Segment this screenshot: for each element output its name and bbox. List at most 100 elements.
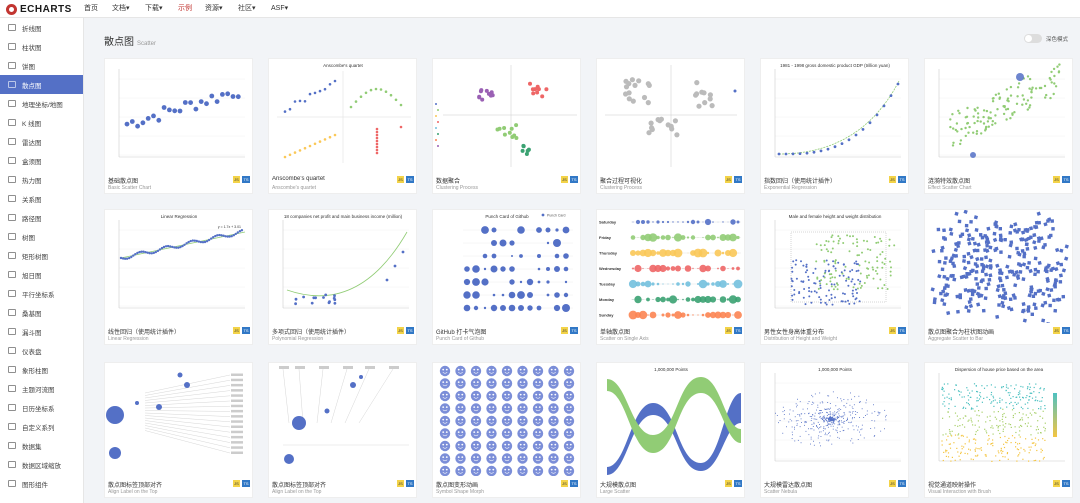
card-title[interactable]: 单轴散点图 bbox=[600, 330, 631, 336]
sidebar-item[interactable]: 图形组件 bbox=[0, 474, 83, 493]
sidebar-item[interactable]: 自定义系列 bbox=[0, 417, 83, 436]
card-title[interactable]: 大规模散点图 bbox=[600, 483, 637, 489]
sidebar-item[interactable]: 雷达图 bbox=[0, 132, 83, 151]
nav-docs[interactable]: 文档▾ bbox=[112, 5, 130, 12]
card-title[interactable]: 大规模雷达散点图 bbox=[764, 483, 813, 489]
chart-thumbnail[interactable] bbox=[433, 363, 580, 476]
chart-thumbnail[interactable]: Saturday Friday Thursday Wednesday Tuesday Mo… bbox=[597, 210, 744, 323]
chart-thumbnail[interactable]: 1,000,000 Points bbox=[761, 363, 908, 476]
nav-examples[interactable]: 示例 bbox=[178, 5, 192, 12]
chart-thumbnail[interactable]: 18 companies net profit and main busines… bbox=[269, 210, 416, 323]
ts-badge[interactable]: TS bbox=[570, 176, 578, 183]
chart-thumbnail[interactable] bbox=[105, 59, 252, 172]
card-title[interactable]: 散点图标签顶部对齐 bbox=[108, 483, 163, 489]
ts-badge[interactable]: TS bbox=[1062, 176, 1070, 183]
ts-badge[interactable]: TS bbox=[1062, 327, 1070, 334]
example-card[interactable]: 基础散点图 Basic Scatter Chart JS TS bbox=[104, 58, 253, 194]
chart-thumbnail[interactable] bbox=[433, 59, 580, 172]
js-badge[interactable]: JS bbox=[889, 327, 896, 334]
nav-resources[interactable]: 资源▾ bbox=[205, 5, 223, 12]
sidebar-item[interactable]: K 线图 bbox=[0, 113, 83, 132]
card-title[interactable]: Anscombe's quartet bbox=[272, 176, 325, 182]
js-badge[interactable]: JS bbox=[233, 327, 240, 334]
js-badge[interactable]: JS bbox=[397, 327, 404, 334]
chart-thumbnail[interactable] bbox=[925, 210, 1072, 323]
ts-badge[interactable]: TS bbox=[898, 176, 906, 183]
example-card[interactable]: 1,000,000 Points 大规模散点图 Large Scatter JS TS bbox=[596, 362, 745, 498]
sidebar-item[interactable]: 桑基图 bbox=[0, 303, 83, 322]
chart-thumbnail[interactable]: Punch Card of Github Punch Card bbox=[433, 210, 580, 323]
sidebar-item[interactable]: 树图 bbox=[0, 227, 83, 246]
nav-download[interactable]: 下载▾ bbox=[145, 5, 163, 12]
js-badge[interactable]: JS bbox=[233, 480, 240, 487]
sidebar-item[interactable]: 数据区域缩放 bbox=[0, 455, 83, 474]
ts-badge[interactable]: TS bbox=[570, 327, 578, 334]
sidebar-item[interactable]: 象形柱图 bbox=[0, 360, 83, 379]
sidebar-item[interactable]: 数据集 bbox=[0, 436, 83, 455]
js-badge[interactable]: JS bbox=[1053, 327, 1060, 334]
example-card[interactable]: Male and female height and weight distri… bbox=[760, 209, 909, 345]
js-badge[interactable]: JS bbox=[397, 480, 404, 487]
example-card[interactable]: 涟漪特效散点图 Effect Scatter Chart JS TS bbox=[924, 58, 1073, 194]
sidebar-item[interactable]: 盒须图 bbox=[0, 151, 83, 170]
ts-badge[interactable]: TS bbox=[734, 327, 742, 334]
js-badge[interactable]: JS bbox=[889, 480, 896, 487]
sidebar-item[interactable]: 关系图 bbox=[0, 189, 83, 208]
card-title[interactable]: 聚合过程可视化 bbox=[600, 179, 643, 185]
js-badge[interactable]: JS bbox=[725, 327, 732, 334]
js-badge[interactable]: JS bbox=[561, 176, 568, 183]
js-badge[interactable]: JS bbox=[889, 176, 896, 183]
card-title[interactable]: 基础散点图 bbox=[108, 179, 139, 185]
ts-badge[interactable]: TS bbox=[1062, 480, 1070, 487]
ts-badge[interactable]: TS bbox=[406, 176, 414, 183]
example-card[interactable]: 散点图标签顶部对齐 Align Label on the Top JS TS bbox=[268, 362, 417, 498]
card-title[interactable]: 数据聚合 bbox=[436, 179, 461, 185]
sidebar-item[interactable]: 热力图 bbox=[0, 170, 83, 189]
card-title[interactable]: 散点图标签顶部对齐 bbox=[272, 483, 327, 489]
card-title[interactable]: 男性女性身高体重分布 bbox=[764, 330, 825, 336]
ts-badge[interactable]: TS bbox=[734, 480, 742, 487]
chart-thumbnail[interactable] bbox=[925, 59, 1072, 172]
ts-badge[interactable]: TS bbox=[242, 327, 250, 334]
card-title[interactable]: 指数回归（使用统计插件） bbox=[764, 179, 837, 185]
example-card[interactable]: 散点图标签顶部对齐 Align Label on the Top JS TS bbox=[104, 362, 253, 498]
ts-badge[interactable]: TS bbox=[406, 327, 414, 334]
card-title[interactable]: 线性回归（使用统计插件） bbox=[108, 330, 181, 336]
example-card[interactable]: 1981 - 1998 gross domestic product GDP (… bbox=[760, 58, 909, 194]
sidebar-item[interactable]: 折线图 bbox=[0, 18, 83, 37]
example-card[interactable]: Saturday Friday Thursday Wednesday Tuesday Mo… bbox=[596, 209, 745, 345]
chart-thumbnail[interactable]: Dispersion of house price based on the a… bbox=[925, 363, 1072, 476]
chart-thumbnail[interactable]: 1981 - 1998 gross domestic product GDP (… bbox=[761, 59, 908, 172]
card-title[interactable]: 涟漪特效散点图 bbox=[928, 179, 971, 185]
card-title[interactable]: GitHub 打卡气泡图 bbox=[436, 330, 487, 336]
example-card[interactable]: 散点图聚合为柱状图动画 Aggregate Scatter to Bar JS TS bbox=[924, 209, 1073, 345]
ts-badge[interactable]: TS bbox=[242, 176, 250, 183]
example-card[interactable]: 1,000,000 Points 大规模雷达散点图 Scatter Nebula JS… bbox=[760, 362, 909, 498]
sidebar-item[interactable]: 路径图 bbox=[0, 208, 83, 227]
example-card[interactable]: 聚合过程可视化 Clustering Process JS TS bbox=[596, 58, 745, 194]
card-title[interactable]: 视觉通道映射操作 bbox=[928, 483, 977, 489]
sidebar-item[interactable]: 漏斗图 bbox=[0, 322, 83, 341]
chart-thumbnail[interactable]: Male and female height and weight distri… bbox=[761, 210, 908, 323]
chart-thumbnail[interactable] bbox=[105, 363, 252, 476]
card-title[interactable]: 多项式回归（使用统计插件） bbox=[272, 330, 351, 336]
chart-thumbnail[interactable]: 1,000,000 Points bbox=[597, 363, 744, 476]
chart-thumbnail[interactable] bbox=[269, 363, 416, 476]
sidebar-item[interactable]: 旭日图 bbox=[0, 265, 83, 284]
echarts-logo[interactable]: ECHARTS bbox=[6, 3, 72, 15]
sidebar-item[interactable]: 矩形树图 bbox=[0, 246, 83, 265]
nav-home[interactable]: 首页 bbox=[84, 5, 98, 12]
dark-mode-toggle[interactable]: 深色模式 bbox=[1024, 34, 1068, 43]
example-card[interactable]: 数据聚合 Clustering Process JS TS bbox=[432, 58, 581, 194]
ts-badge[interactable]: TS bbox=[734, 176, 742, 183]
toggle-switch-icon[interactable] bbox=[1024, 34, 1042, 43]
js-badge[interactable]: JS bbox=[1053, 176, 1060, 183]
sidebar-item[interactable]: 日历坐标系 bbox=[0, 398, 83, 417]
example-card[interactable]: 散点图变形动画 Symbol Shape Morph JS TS bbox=[432, 362, 581, 498]
js-badge[interactable]: JS bbox=[561, 480, 568, 487]
example-card[interactable]: 18 companies net profit and main busines… bbox=[268, 209, 417, 345]
sidebar-item[interactable]: 仪表盘 bbox=[0, 341, 83, 360]
card-title[interactable]: 散点图变形动画 bbox=[436, 483, 479, 489]
js-badge[interactable]: JS bbox=[725, 176, 732, 183]
example-card[interactable]: Anscombe's quartet Anscombe's quartet Ansc… bbox=[268, 58, 417, 194]
